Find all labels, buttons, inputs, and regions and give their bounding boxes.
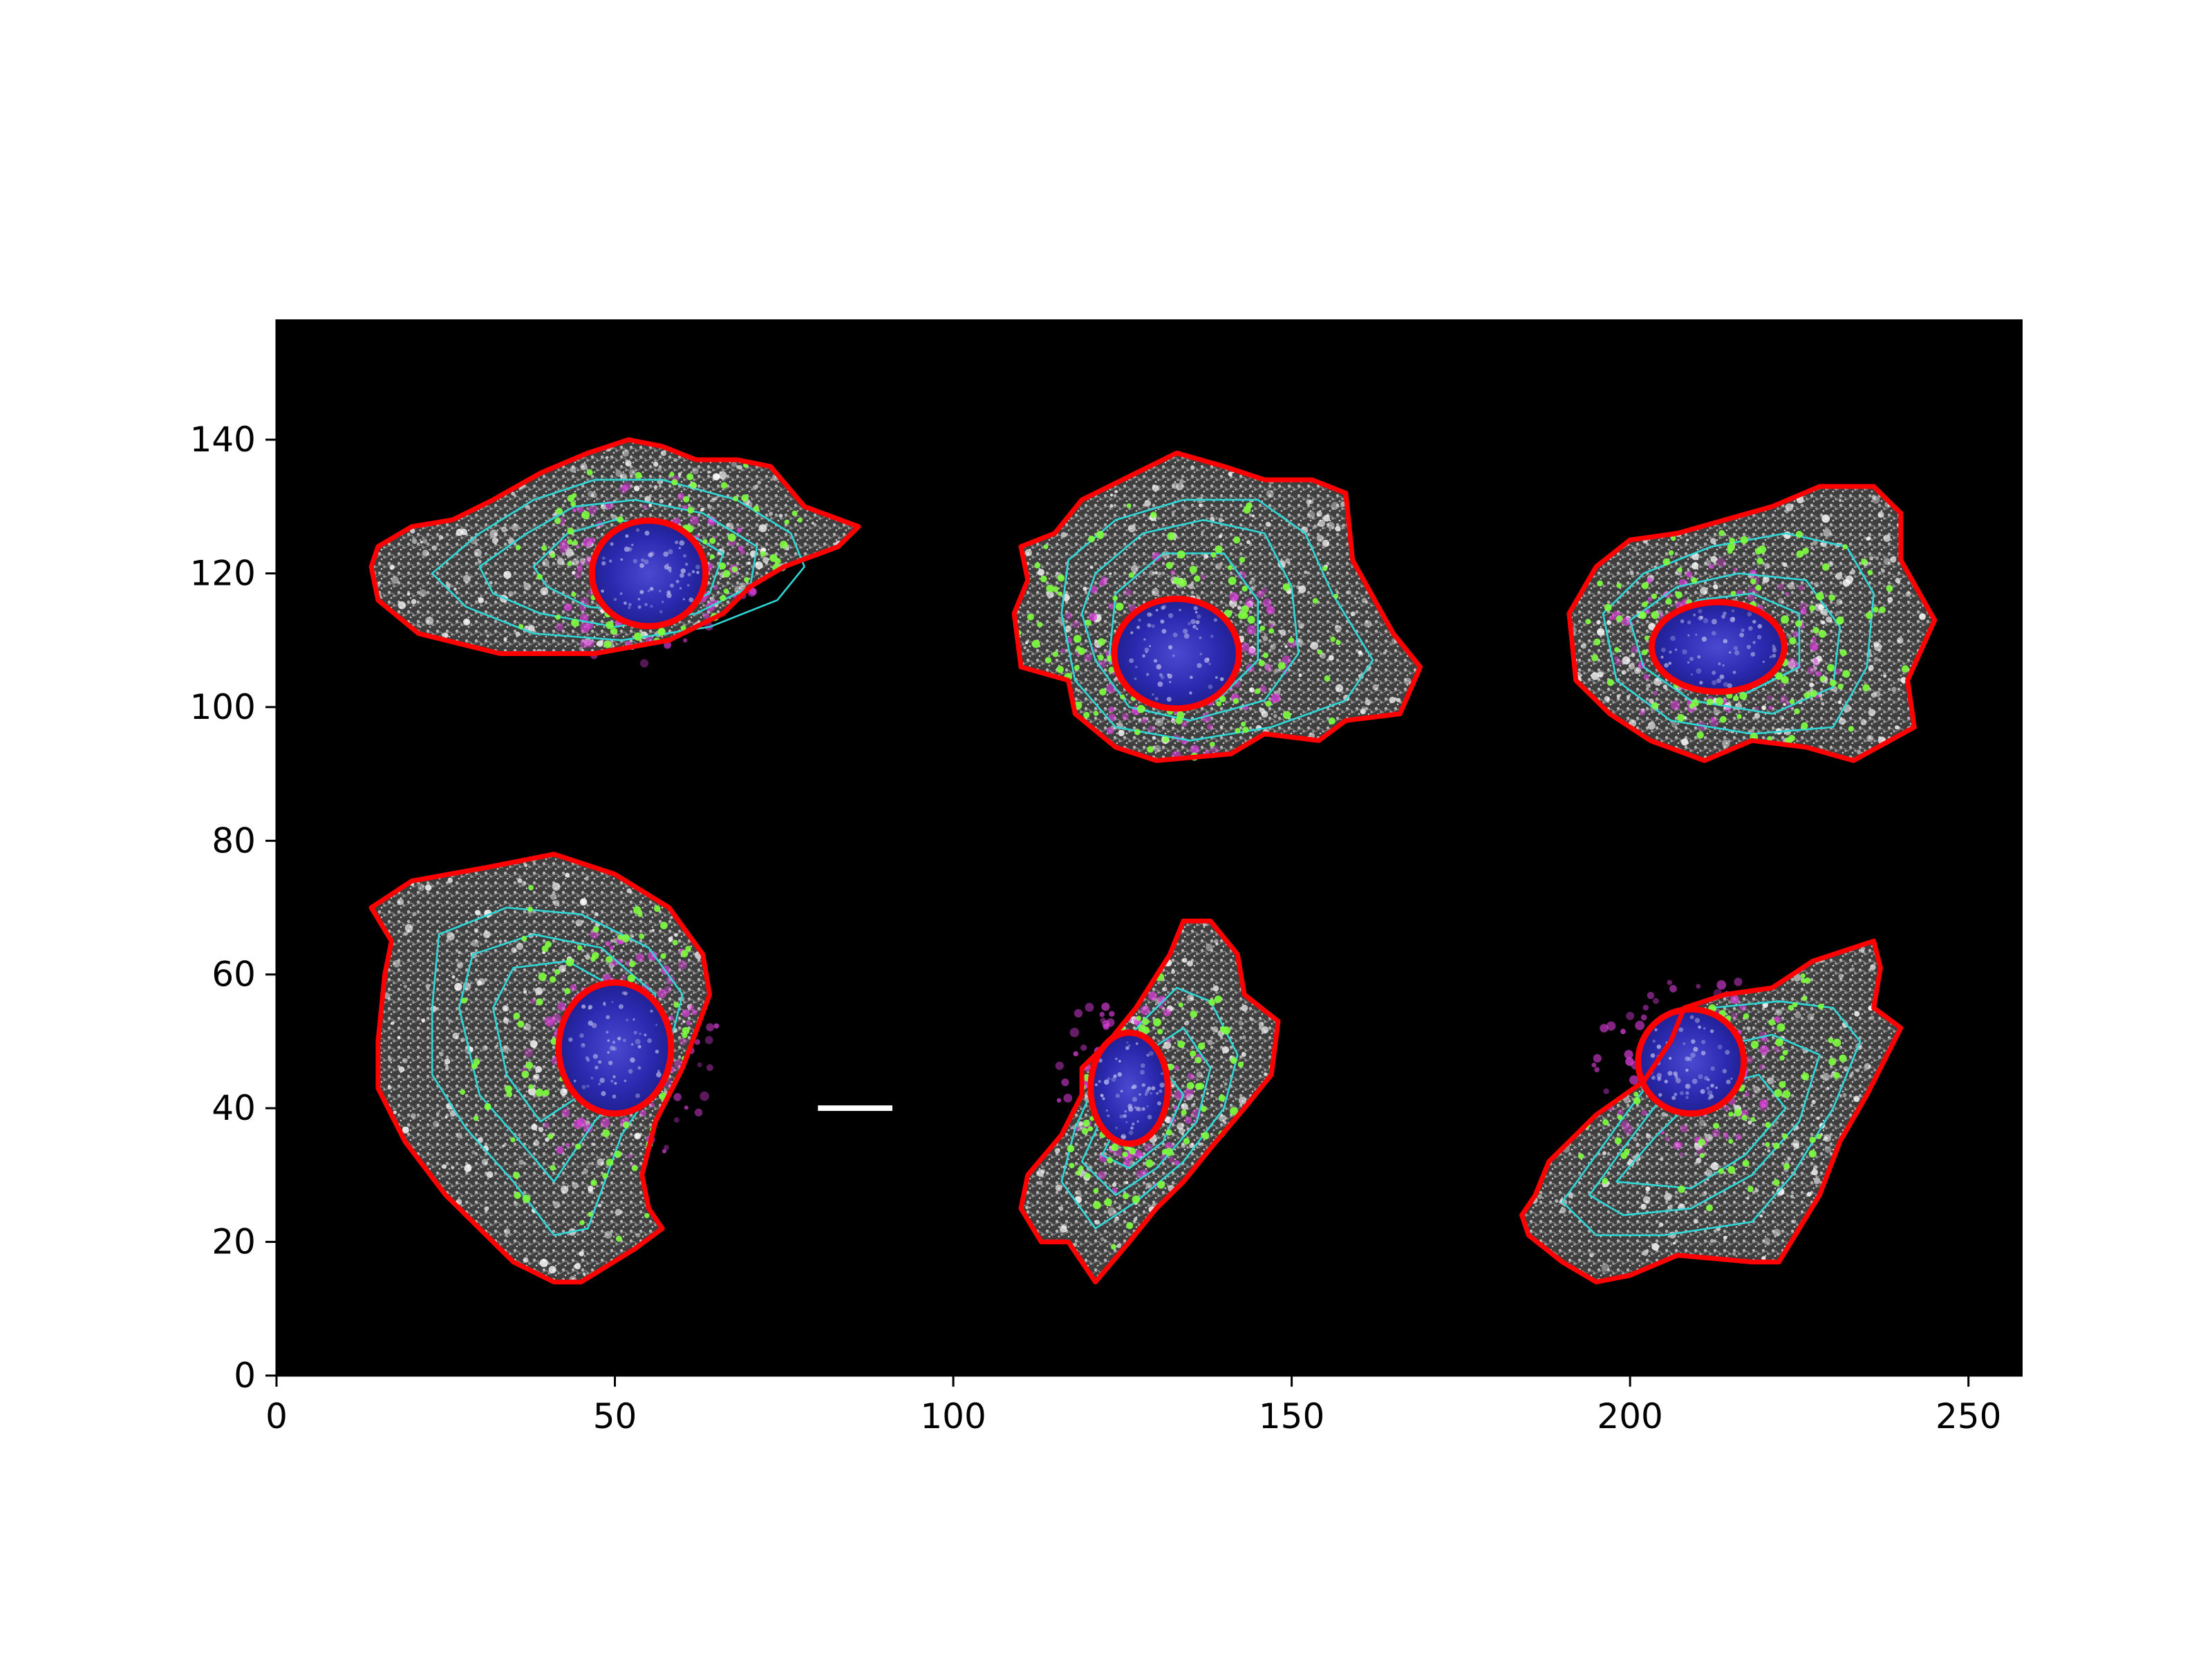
cell-3-nucleus-texture <box>1660 609 1777 688</box>
cell-2-nucleus-outline <box>1111 595 1242 712</box>
x-tick-label-200: 200 <box>1597 1396 1662 1436</box>
cell-1-contour-2 <box>478 498 758 628</box>
cell-5-nucleus-outline <box>1087 1029 1171 1147</box>
cell-5 <box>1018 918 1281 1285</box>
cell-2 <box>1011 450 1423 763</box>
x-tick-label-250: 250 <box>1936 1396 2001 1436</box>
cell-1-nucleus-outline <box>588 517 709 630</box>
cell-4-outline <box>368 852 713 1285</box>
cell-1-outline <box>368 437 861 656</box>
cell-6-outline <box>1519 938 1904 1285</box>
cell-5-nucleus-texture <box>1094 1041 1165 1140</box>
cell-6-nucleus-outline <box>1635 1006 1747 1117</box>
cell-1-contour-3 <box>532 518 724 615</box>
x-tick-label-0: 0 <box>265 1396 288 1436</box>
cell-3-puncta <box>1585 529 1909 744</box>
cell-1 <box>368 437 861 668</box>
cell-3-outline <box>1566 484 1938 763</box>
x-tick-label-50: 50 <box>593 1396 637 1436</box>
cell-2-contour-2 <box>1080 518 1300 722</box>
cell-3-contour-1 <box>1602 532 1875 735</box>
cell-2-puncta <box>1015 502 1341 761</box>
axis-layer: 0 50 100 150 200 250 0 20 40 60 80 100 120 140 <box>190 319 2023 1436</box>
cell-3-contour-2 <box>1629 572 1841 715</box>
cell-5-outline <box>1018 918 1281 1285</box>
cell-5-puncta <box>1067 973 1244 1250</box>
y-tick-label-80: 80 <box>212 821 256 861</box>
cell-6-contour-3 <box>1615 1074 1787 1190</box>
y-tick-label-20: 20 <box>212 1222 256 1262</box>
x-tick-label-100: 100 <box>920 1396 986 1436</box>
y-tick-label-0: 0 <box>234 1356 256 1396</box>
y-tick-label-40: 40 <box>212 1088 256 1128</box>
cell-4-puncta <box>460 885 691 1242</box>
cell-1-nucleus <box>592 521 706 626</box>
cell-6-contour-2 <box>1588 1033 1821 1217</box>
x-tick-label-150: 150 <box>1259 1396 1324 1436</box>
cell-2-contour-1 <box>1060 498 1374 742</box>
cell-2-nucleus-texture <box>1129 604 1224 702</box>
cell-6-puncta <box>1578 973 1847 1212</box>
cell-4-nucleus <box>559 982 671 1114</box>
y-tick-label-120: 120 <box>190 553 256 593</box>
cell-4-nucleus-outline <box>555 979 675 1117</box>
y-tick-label-100: 100 <box>190 687 256 727</box>
cell-1-nucleus-texture <box>601 528 700 614</box>
y-tick-label-60: 60 <box>212 955 256 995</box>
cell-6 <box>1519 938 1904 1285</box>
cell-2-nucleus <box>1114 599 1239 709</box>
cell-5-nucleus <box>1090 1032 1168 1144</box>
cell-4-nucleus-texture <box>568 991 662 1099</box>
cell-4 <box>368 852 720 1285</box>
cell-6-secondary-signal <box>1591 977 1781 1157</box>
cell-3-nucleus <box>1651 602 1785 692</box>
cell-3 <box>1566 484 1938 763</box>
cell-1-puncta <box>515 462 803 648</box>
cell-3-nucleus-outline <box>1649 599 1788 695</box>
micrograph-layer <box>368 437 1938 1285</box>
cell-2-cytoplasm <box>1014 453 1421 761</box>
cell-1-contour-1 <box>431 478 805 641</box>
cell-2-outline <box>1011 450 1423 763</box>
y-tick-label-140: 140 <box>190 420 256 460</box>
